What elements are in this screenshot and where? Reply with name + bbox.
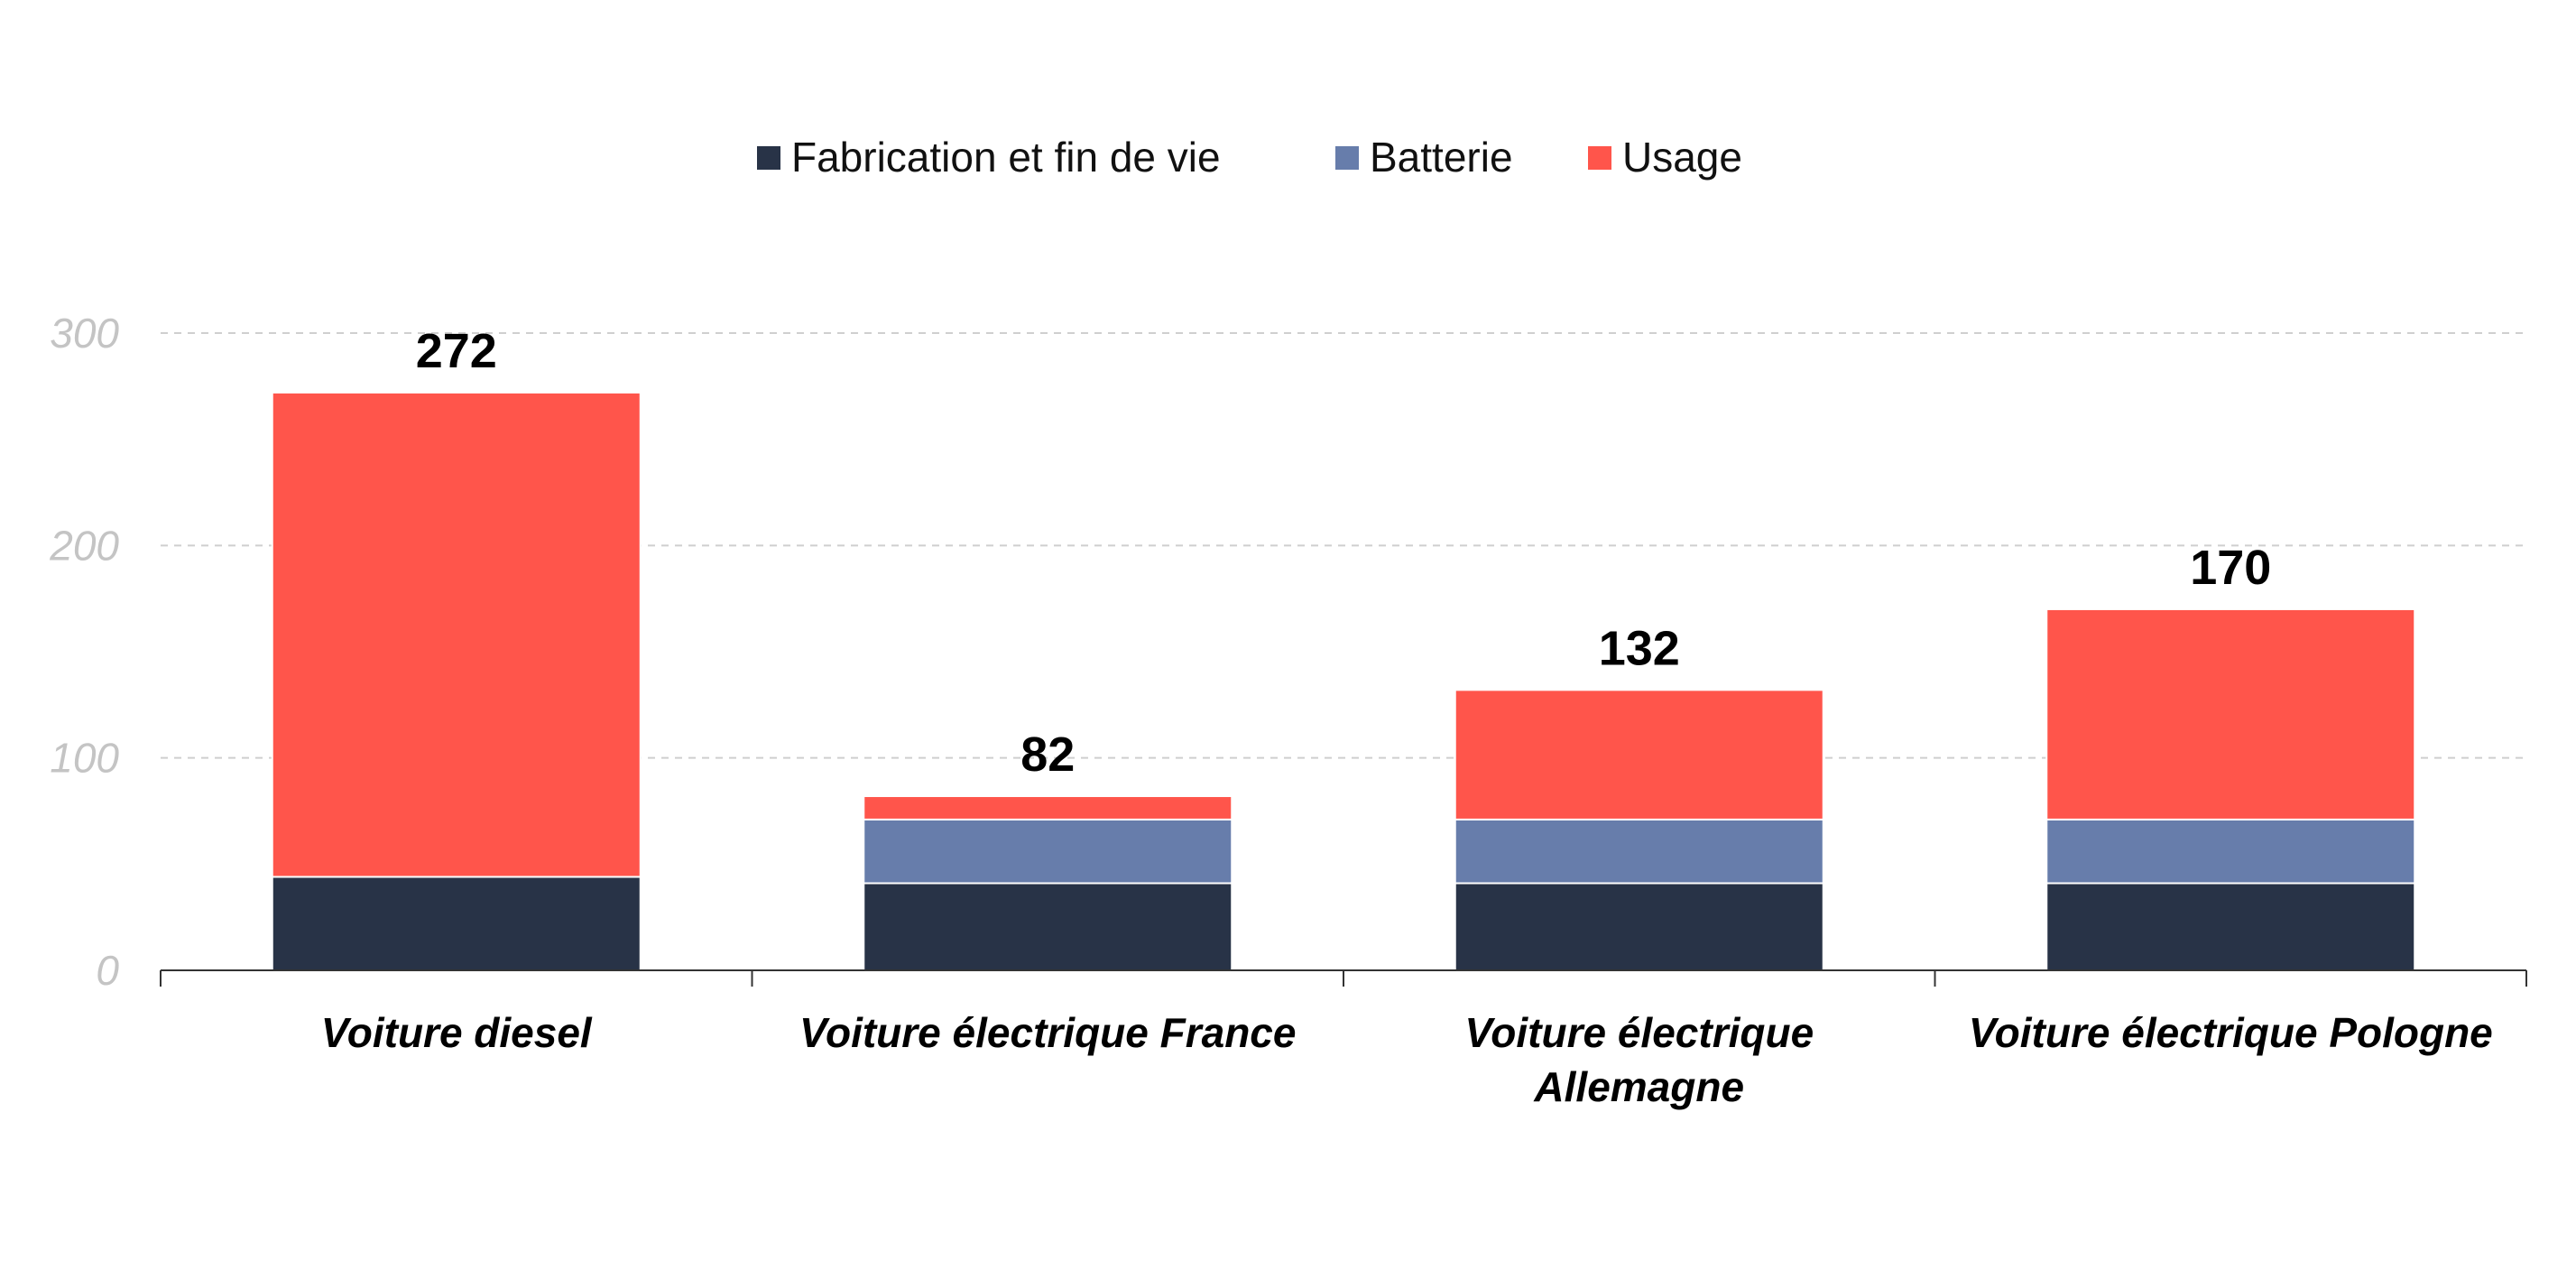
bar-segment: [2045, 607, 2416, 820]
x-category-label: Allemagne: [1533, 1063, 1744, 1110]
bar-segment: [1454, 818, 1824, 885]
y-tick-label-100: 100: [50, 735, 119, 782]
legend: Fabrication et fin de vie Batterie Usage: [757, 134, 1742, 181]
legend-label-batterie: Batterie: [1370, 134, 1513, 181]
x-category-label: Voiture électrique France: [799, 1009, 1296, 1056]
y-axis: 0 100 200 300: [49, 310, 119, 994]
legend-swatch-batterie: [1335, 146, 1359, 170]
x-category-label: Voiture diesel: [321, 1009, 593, 1056]
x-axis: Voiture diesel Voiture électrique France V…: [160, 969, 2527, 1110]
bar-total-label: 132: [1599, 621, 1680, 675]
x-category-label: Voiture électrique: [1464, 1009, 1814, 1056]
legend-label-fabrication-et-fin-de-vie: Fabrication et fin de vie: [791, 134, 1221, 181]
bar-segment: [1454, 882, 1824, 971]
bar-total-label: 170: [2190, 541, 2271, 595]
bar-segment: [2045, 882, 2416, 971]
bar-segment: [863, 795, 1233, 820]
y-tick-label-300: 300: [50, 310, 119, 357]
bar-segment: [863, 818, 1233, 885]
y-tick-label-0: 0: [96, 947, 119, 994]
legend-swatch-usage: [1588, 146, 1611, 170]
bar-segment: [863, 882, 1233, 971]
total-labels: 272 82 132 170: [416, 324, 2272, 782]
bar-segment: [2045, 818, 2416, 885]
bar-total-label: 272: [416, 324, 497, 378]
bar-total-label: 82: [1020, 728, 1075, 782]
bars: [271, 391, 2416, 971]
y-tick-label-200: 200: [49, 522, 119, 569]
legend-label-usage: Usage: [1622, 134, 1742, 181]
bar-segment: [1454, 689, 1824, 820]
x-category-label: Voiture électrique Pologne: [1969, 1009, 2493, 1056]
legend-swatch-fabrication-et-fin-de-vie: [757, 146, 780, 170]
bar-segment: [271, 876, 642, 971]
bar-segment: [271, 391, 642, 878]
